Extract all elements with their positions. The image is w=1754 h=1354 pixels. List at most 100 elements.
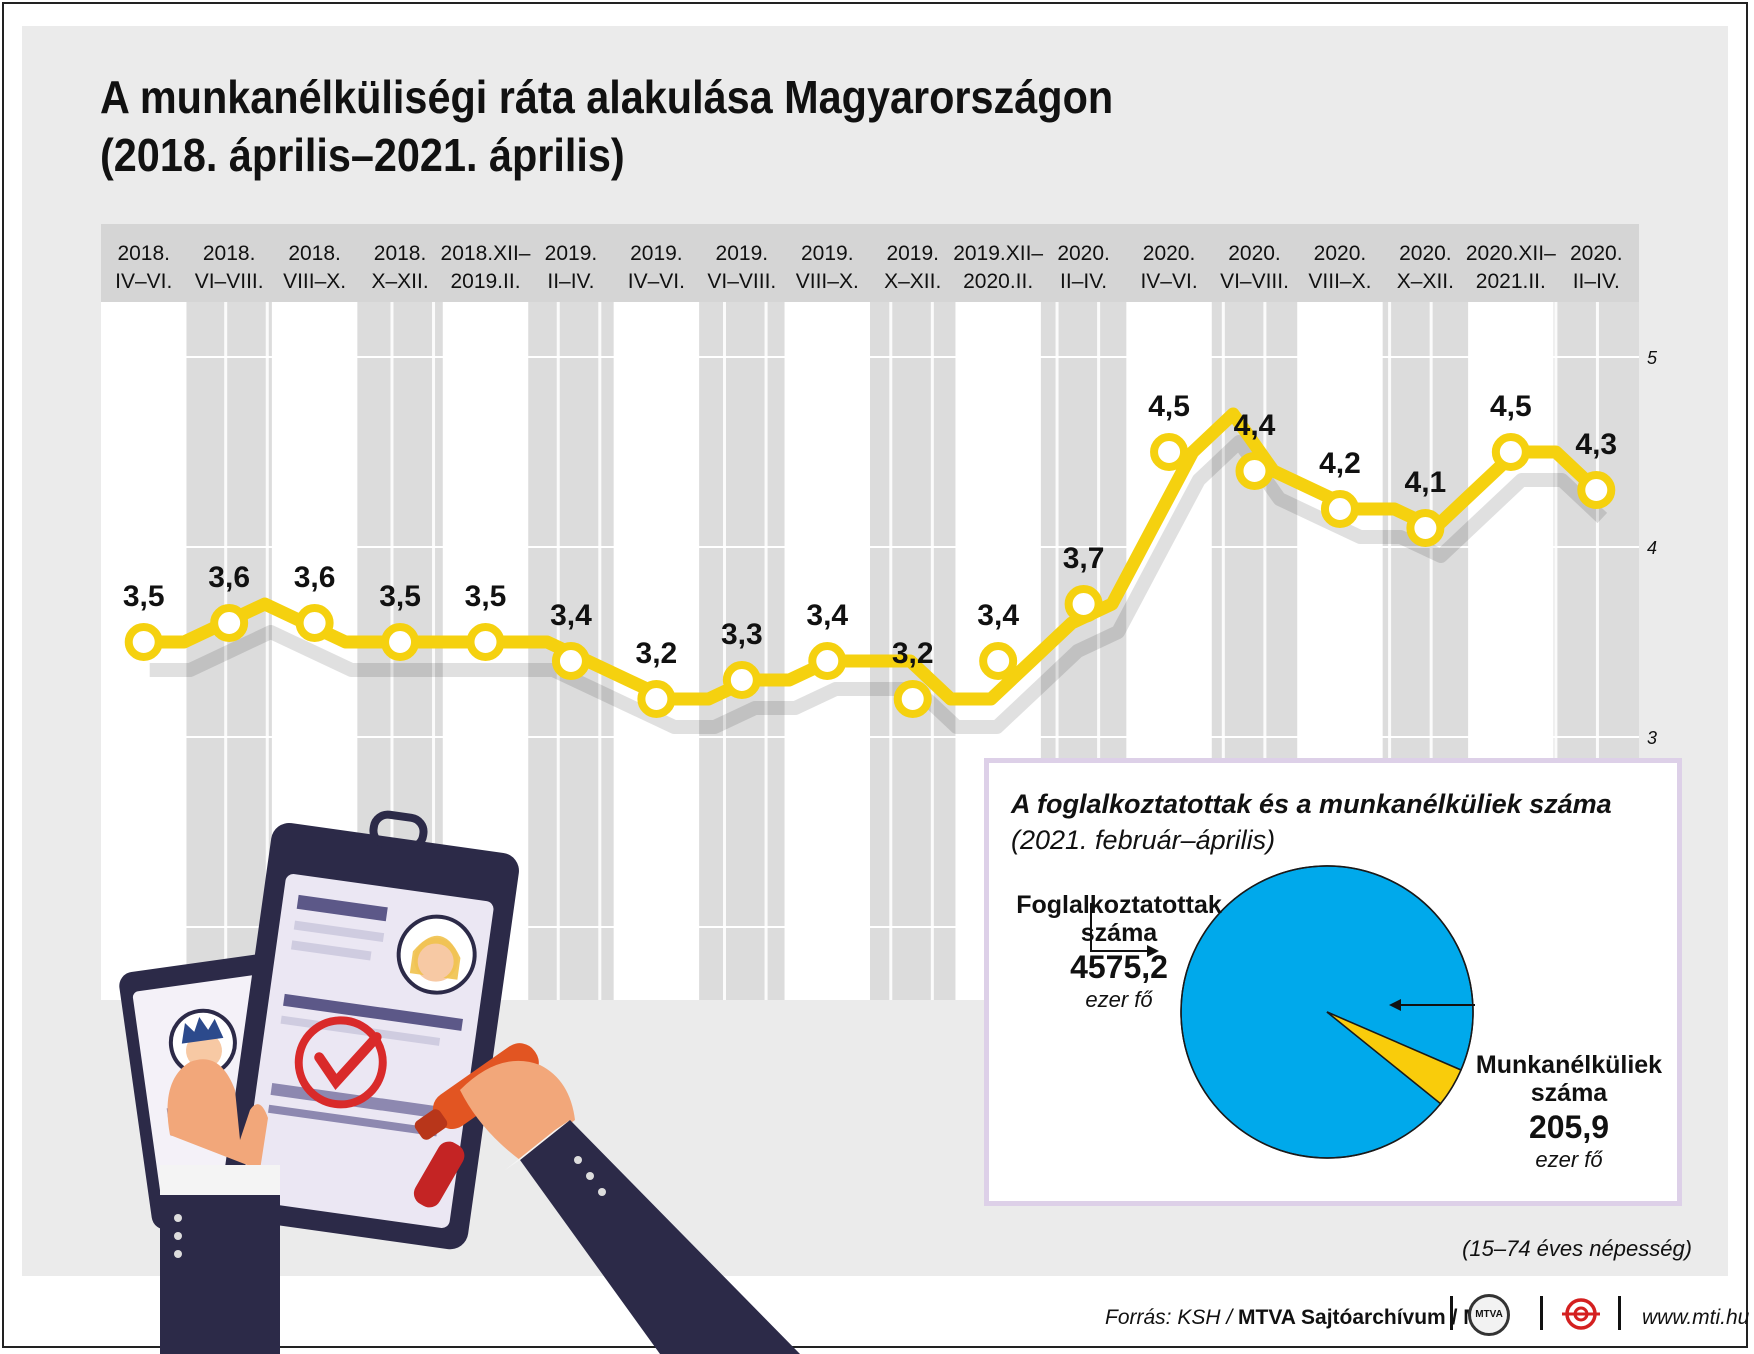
data-point bbox=[1577, 471, 1616, 509]
category-label: II–IV. bbox=[547, 270, 594, 293]
category-label: VIII–X. bbox=[1308, 270, 1371, 293]
data-label: 3,6 bbox=[208, 561, 250, 594]
data-label: 3,3 bbox=[721, 618, 763, 651]
category-label: 2018.XII– bbox=[441, 242, 531, 265]
data-label: 4,4 bbox=[1234, 409, 1276, 442]
employed-name-line1: Foglalkoztatottak bbox=[1016, 891, 1222, 919]
category-label: VIII–X. bbox=[796, 270, 859, 293]
category-label: VI–VIII. bbox=[195, 270, 264, 293]
column-stripe bbox=[870, 302, 956, 1000]
source-url: www.mti.hu bbox=[1642, 1306, 1750, 1329]
pie-label-employed: Foglalkoztatottak száma 4575,2 ezer fő bbox=[1009, 891, 1229, 1013]
data-point bbox=[1235, 452, 1274, 490]
chart-title: A munkanélküliségi ráta alakulása Magyar… bbox=[100, 68, 1270, 184]
category-label: 2021.II. bbox=[1476, 270, 1546, 293]
data-label: 4,5 bbox=[1148, 390, 1190, 423]
category-label: X–XII. bbox=[884, 270, 941, 293]
data-label: 3,5 bbox=[465, 580, 507, 613]
data-label: 3,2 bbox=[636, 637, 678, 670]
unemployed-name-line2: száma bbox=[1530, 1079, 1608, 1107]
category-label: 2019.II. bbox=[450, 270, 520, 293]
title-line-2: (2018. április–2021. április) bbox=[100, 129, 625, 181]
category-label: 2020. bbox=[1570, 242, 1623, 265]
unemployed-unit: ezer fő bbox=[1535, 1147, 1603, 1172]
footer-separator bbox=[1618, 1296, 1621, 1330]
category-label: 2020.II. bbox=[963, 270, 1033, 293]
unemployed-name-line1: Munkanélküliek bbox=[1475, 1051, 1663, 1079]
employed-name-line2: száma bbox=[1080, 919, 1158, 947]
pie-label-unemployed: Munkanélküliek száma 205,9 ezer fő bbox=[1469, 1051, 1669, 1173]
category-label: VIII–X. bbox=[283, 270, 346, 293]
category-label: II–IV. bbox=[1060, 270, 1107, 293]
data-label: 3,4 bbox=[550, 599, 592, 632]
category-label: 2018. bbox=[203, 242, 256, 265]
data-point bbox=[295, 604, 334, 642]
category-label: 2019. bbox=[716, 242, 769, 265]
data-label: 4,1 bbox=[1405, 466, 1447, 499]
column-stripe bbox=[699, 302, 785, 1000]
resume-illustration bbox=[119, 810, 800, 1354]
employed-unit: ezer fő bbox=[1085, 987, 1153, 1012]
data-point bbox=[1491, 433, 1530, 471]
category-label: VI–VIII. bbox=[707, 270, 776, 293]
data-label: 3,6 bbox=[294, 561, 336, 594]
data-label: 4,3 bbox=[1575, 428, 1617, 461]
data-label: 3,2 bbox=[892, 637, 934, 670]
category-label: 2019. bbox=[886, 242, 939, 265]
category-label: 2020. bbox=[1228, 242, 1281, 265]
data-label: 3,5 bbox=[123, 580, 165, 613]
y-tick-label: 5 bbox=[1647, 348, 1658, 368]
column-stripe bbox=[186, 302, 272, 1000]
source-prefix: Forrás: KSH / bbox=[1105, 1306, 1239, 1329]
footer-separator bbox=[1540, 1296, 1543, 1330]
data-point bbox=[808, 642, 847, 680]
pie-inset: A foglalkoztatottak és a munkanélküliek … bbox=[984, 758, 1682, 1206]
footer: Forrás: KSH / MTVA Sajtóarchívum / MTI M… bbox=[0, 1294, 1754, 1336]
category-label: IV–VI. bbox=[115, 270, 172, 293]
category-label: IV–VI. bbox=[1140, 270, 1197, 293]
data-point bbox=[1150, 433, 1189, 471]
mti-logo-icon bbox=[1562, 1298, 1600, 1330]
category-label: 2020. bbox=[1143, 242, 1196, 265]
category-label: 2019. bbox=[545, 242, 598, 265]
data-point bbox=[893, 680, 932, 718]
data-point bbox=[1320, 490, 1359, 528]
data-point bbox=[979, 642, 1018, 680]
category-label: 2018. bbox=[117, 242, 170, 265]
data-point bbox=[466, 623, 505, 661]
category-header bbox=[101, 224, 1639, 302]
data-label: 3,4 bbox=[977, 599, 1019, 632]
data-label: 4,2 bbox=[1319, 447, 1361, 480]
unemployed-arrow-head bbox=[1389, 999, 1401, 1011]
data-point bbox=[1406, 509, 1445, 547]
data-label: 3,5 bbox=[379, 580, 421, 613]
y-tick-label: 4 bbox=[1647, 538, 1657, 558]
data-label: 3,7 bbox=[1063, 542, 1105, 575]
category-label: 2019. bbox=[630, 242, 683, 265]
data-point bbox=[637, 680, 676, 718]
category-label: 2019.XII– bbox=[953, 242, 1043, 265]
data-point bbox=[124, 623, 163, 661]
employed-arrow-head bbox=[1147, 945, 1159, 957]
unemployed-value: 205,9 bbox=[1528, 1109, 1610, 1145]
category-label: 2018. bbox=[288, 242, 341, 265]
category-label: 2020. bbox=[1314, 242, 1367, 265]
data-point bbox=[381, 623, 420, 661]
category-label: IV–VI. bbox=[628, 270, 685, 293]
data-point bbox=[722, 661, 761, 699]
data-point bbox=[551, 642, 590, 680]
footer-separator bbox=[1450, 1296, 1453, 1330]
employed-arrow-line bbox=[1090, 903, 1147, 952]
category-label: VI–VIII. bbox=[1220, 270, 1289, 293]
category-label: 2019. bbox=[801, 242, 854, 265]
pie-chart bbox=[1090, 865, 1475, 1159]
category-label: X–XII. bbox=[1397, 270, 1454, 293]
employed-value: 4575,2 bbox=[1070, 949, 1168, 985]
category-label: X–XII. bbox=[371, 270, 428, 293]
data-label: 3,4 bbox=[806, 599, 848, 632]
category-label: 2020. bbox=[1057, 242, 1110, 265]
source-bold: MTVA Sajtóarchívum / MTI bbox=[1238, 1306, 1500, 1329]
mtva-logo: MTVA bbox=[1468, 1294, 1510, 1336]
category-label: 2018. bbox=[374, 242, 427, 265]
